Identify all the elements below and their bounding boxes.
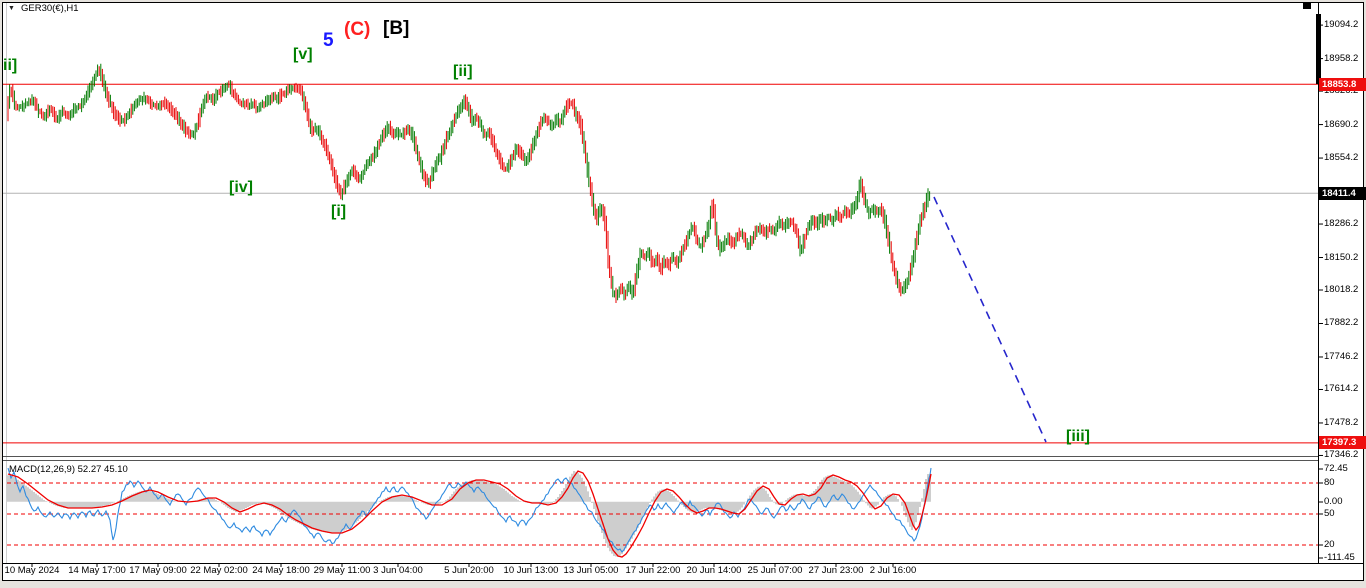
price-tick-label: 18018.2 xyxy=(1324,284,1359,295)
price-level-box: 17397.3 xyxy=(1319,436,1366,450)
wave-label-iv[interactable]: [iv] xyxy=(229,179,253,196)
time-tick-label[interactable]: 29 May 11:00 xyxy=(313,565,371,576)
time-tick-label[interactable]: 13 Jun 05:00 xyxy=(563,565,619,576)
chart-dropdown-icon[interactable]: ▼ xyxy=(8,5,15,12)
wave-label-v[interactable]: [v] xyxy=(293,46,313,63)
time-tick-label[interactable]: 17 May 09:00 xyxy=(129,565,187,576)
price-tick-label: 17478.2 xyxy=(1324,416,1359,428)
candles-bearish xyxy=(7,66,926,303)
right-edge-marker-bar xyxy=(1316,14,1321,84)
macd-fast-line xyxy=(7,467,932,553)
price-tick-label: 18150.2 xyxy=(1324,251,1359,263)
time-tick-label[interactable]: 25 Jun 07:00 xyxy=(747,565,803,576)
price-tick-label: 17746.2 xyxy=(1324,350,1359,362)
time-tick-label[interactable]: 2 Jul 16:00 xyxy=(869,565,917,576)
time-tick-label[interactable]: 17 Jun 22:00 xyxy=(625,565,681,576)
price-tick-label: 17614.2 xyxy=(1324,383,1359,395)
price-tick-label: 19094.2 xyxy=(1324,19,1359,31)
chart-title: GER30(€),H1 xyxy=(21,3,79,14)
wave-label-B[interactable]: [B] xyxy=(383,18,410,39)
macd-tick-label: 20 xyxy=(1324,539,1335,550)
price-tick-label: 18286.2 xyxy=(1324,218,1359,230)
price-level-box: 18853.8 xyxy=(1319,77,1366,91)
wave-label-ii[interactable]: [ii] xyxy=(453,63,473,80)
time-tick-label[interactable]: 10 Jun 13:00 xyxy=(503,565,559,576)
price-tick-label: 18554.2 xyxy=(1324,152,1359,164)
projection-trendline[interactable] xyxy=(933,196,1047,443)
time-tick-label[interactable]: 20 Jun 14:00 xyxy=(686,565,742,576)
wave-label-C[interactable]: (C) xyxy=(344,19,371,40)
macd-tick-label: 80 xyxy=(1324,477,1335,488)
time-tick-label[interactable]: 24 May 18:00 xyxy=(252,565,310,576)
price-tick-label: 17882.2 xyxy=(1324,317,1359,329)
macd-indicator-label: MACD(12,26,9) 52.27 45.10 xyxy=(9,464,128,475)
macd-tick-label: 50 xyxy=(1324,508,1335,519)
macd-histogram xyxy=(7,471,931,557)
corner-marker xyxy=(1303,2,1311,9)
macd-tick-label: 72.45 xyxy=(1324,463,1348,474)
macd-tick-label: 0.00 xyxy=(1324,496,1343,507)
price-tick-label: 18958.2 xyxy=(1324,52,1359,64)
macd-signal-line xyxy=(7,470,932,558)
current-price-box: 18411.4 xyxy=(1319,186,1366,200)
time-tick-label[interactable]: 5 Jun 20:00 xyxy=(444,565,494,576)
wave-label-ii[interactable]: ii] xyxy=(3,57,18,74)
price-tick-label: 18690.2 xyxy=(1324,118,1359,130)
wave-label-i[interactable]: [i] xyxy=(331,203,347,220)
time-tick-label[interactable]: 3 Jun 04:00 xyxy=(373,565,423,576)
macd-tick-label: -111.45 xyxy=(1324,552,1355,563)
time-tick-label[interactable]: 22 May 02:00 xyxy=(190,565,248,576)
candles-bullish xyxy=(9,63,931,301)
price-tick-label: 17346.2 xyxy=(1324,449,1359,461)
wave-label-5[interactable]: 5 xyxy=(323,30,334,51)
time-tick-label[interactable]: 14 May 17:00 xyxy=(68,565,126,576)
wave-label-iii[interactable]: [iii] xyxy=(1066,428,1090,445)
time-tick-label[interactable]: 10 May 2024 xyxy=(4,565,60,576)
time-tick-label[interactable]: 27 Jun 23:00 xyxy=(808,565,864,576)
